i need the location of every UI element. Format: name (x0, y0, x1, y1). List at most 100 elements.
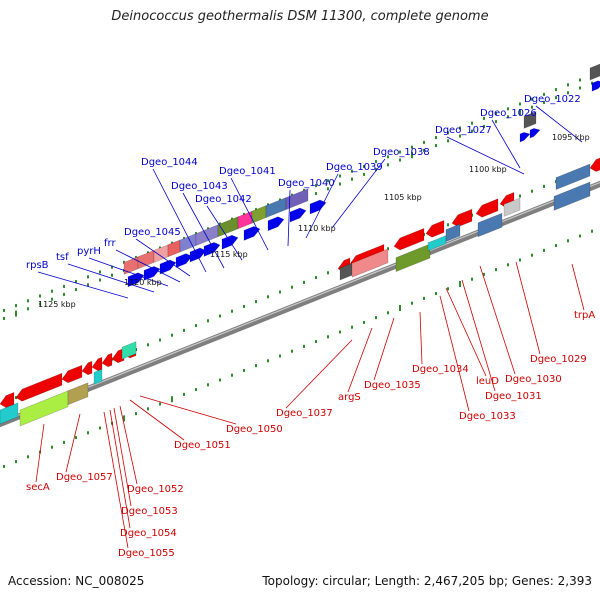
gene-box (67, 382, 89, 406)
gene-label-upper: Dgeo_1044 (141, 157, 198, 168)
upper-label-leader (206, 205, 243, 261)
gene-box (589, 63, 600, 81)
gene-box (251, 205, 267, 224)
backbone-highlight (0, 181, 600, 424)
lower-label-leader (129, 399, 185, 441)
blue-gene-arrow (243, 226, 261, 241)
gene-box (19, 390, 69, 427)
lower-label-leader (35, 423, 45, 483)
upper-label-leader (331, 158, 386, 229)
gene-box (523, 111, 537, 129)
scale-label: 1125 kbp (38, 300, 76, 309)
gene-box (121, 341, 137, 360)
gene-label-upper: tsf (56, 252, 69, 263)
lower-label-leader (113, 407, 132, 507)
gene-box (351, 248, 389, 278)
lower-label-leader (445, 287, 487, 377)
gene-label-lower: Dgeo_1034 (412, 364, 469, 375)
gene-label-lower: Dgeo_1035 (364, 380, 421, 391)
gene-label-lower: Dgeo_1031 (485, 391, 542, 402)
gene-label-lower: Dgeo_1050 (226, 424, 283, 435)
gene-label-upper: Dgeo_1041 (219, 166, 276, 177)
lower-label-leader (65, 413, 81, 473)
blue-gene-arrow (159, 259, 177, 275)
label-leaders (35, 105, 585, 549)
gene-label-upper: Dgeo_1040 (278, 178, 335, 189)
red-gene-arrow (425, 219, 445, 238)
lower-label-leader (515, 261, 541, 355)
gene-box (137, 249, 155, 270)
gene-label-upper: rpsB (26, 260, 49, 271)
upper-label-leader (115, 249, 181, 283)
upper-label-leader (230, 177, 269, 251)
gene-label-lower: Dgeo_1052 (127, 484, 184, 495)
scale-label: 1100 kbp (469, 165, 507, 174)
scale-label: 1115 kbp (210, 250, 248, 259)
upper-label-leader (37, 271, 129, 299)
blue-gene-arrow (591, 80, 600, 92)
gene-label-lower: secA (26, 482, 50, 493)
gene-label-upper: pyrH (77, 246, 101, 257)
map-title: Deinococcus geothermalis DSM 11300, comp… (111, 9, 489, 24)
blue-gene-arrow (309, 199, 327, 215)
red-gene-arrow (475, 198, 499, 218)
gene-box (265, 197, 287, 219)
gene-box (285, 188, 309, 211)
genome-backbone (0, 180, 600, 428)
red-gene-arrow (451, 208, 473, 228)
blue-gene-arrow (267, 216, 285, 232)
gene-label-upper: Dgeo_1038 (373, 147, 430, 158)
gene-box (427, 235, 447, 252)
gene-box (237, 210, 253, 230)
upper-label-leader (135, 238, 191, 277)
labels: 1095 kbp 1100 kbp 1105 kbp 1110 kbp 1115 kbp… (26, 94, 595, 559)
gene-label-lower: trpA (574, 310, 595, 321)
gene-box (0, 402, 19, 425)
gene-label-lower: Dgeo_1053 (121, 506, 178, 517)
red-gene-arrow (589, 157, 600, 172)
gene-label-lower: argS (338, 392, 361, 403)
red-gene-arrow (101, 352, 113, 368)
lower-label-leader (479, 265, 516, 375)
gene-box (123, 256, 139, 275)
gene-box (445, 223, 461, 243)
upper-label-leader (535, 105, 583, 143)
gene-label-upper: Dgeo_1027 (435, 125, 492, 136)
gene-label-lower: Dgeo_1029 (530, 354, 587, 365)
red-gene-arrow (15, 372, 63, 402)
gene-box (555, 163, 591, 191)
blue-gene-arrow (519, 132, 531, 143)
gene-box (503, 197, 521, 217)
upper-label-leader (446, 136, 525, 175)
gene-label-upper: Dgeo_1043 (171, 181, 228, 192)
gene-label-lower: Dgeo_1054 (120, 528, 177, 539)
lower-label-leader (373, 317, 395, 381)
upper-label-leader (287, 189, 291, 247)
gene-box (217, 216, 239, 238)
lower-label-leader (285, 339, 353, 409)
gene-features (0, 63, 600, 427)
gene-label-upper: Dgeo_1039 (326, 162, 383, 173)
red-gene-arrow (61, 364, 83, 384)
lower-label-leader (139, 395, 237, 425)
gene-label-lower: Dgeo_1057 (56, 472, 113, 483)
blue-gene-arrow (203, 242, 221, 257)
scale-label: 1105 kbp (384, 193, 422, 202)
gene-label-lower: Dgeo_1051 (174, 440, 231, 451)
blue-gene-arrow (289, 207, 307, 223)
lower-label-leader (571, 263, 585, 311)
accession-text: Accession: NC_008025 (8, 574, 145, 588)
gene-label-upper: Dgeo_1026 (480, 108, 537, 119)
blue-gene-arrow (175, 253, 193, 269)
gene-box (93, 368, 103, 385)
gene-label-lower: Dgeo_1030 (505, 374, 562, 385)
upper-label-leader (182, 192, 225, 269)
gene-label-upper: Dgeo_1045 (124, 227, 181, 238)
gene-label-lower: leuD (476, 376, 499, 387)
lower-label-leader (439, 295, 470, 412)
lower-label-leader (461, 279, 496, 392)
upper-label-leader (67, 263, 155, 293)
gene-label-upper: frr (104, 238, 116, 249)
upper-label-leader (88, 257, 169, 287)
